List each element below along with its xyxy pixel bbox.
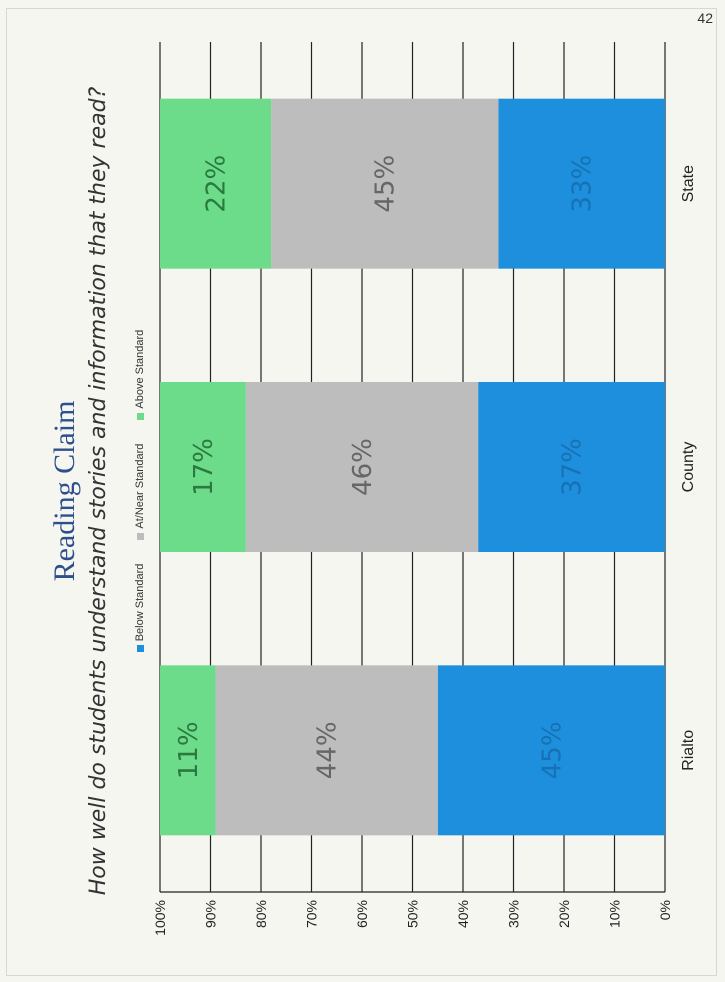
bar-segment <box>478 382 665 552</box>
y-tick-label: 90% <box>203 900 219 928</box>
y-tick-label: 40% <box>455 900 471 928</box>
bar-segment <box>215 665 438 836</box>
data-label: 45% <box>371 155 401 213</box>
y-tick-label: 30% <box>506 900 522 928</box>
bar-segment <box>245 382 479 552</box>
data-label: 22% <box>202 155 232 213</box>
y-tick-label: 60% <box>354 900 370 928</box>
y-tick-label: 70% <box>304 900 320 928</box>
data-label: 45% <box>537 721 567 779</box>
legend-swatch-above <box>136 412 144 420</box>
x-category-label: County <box>680 442 697 493</box>
legend-item-above: Above Standard <box>134 330 146 420</box>
bar-segment <box>498 98 665 269</box>
legend-item-at-near: At/Near Standard <box>134 444 146 540</box>
legend-item-below: Below Standard <box>134 564 146 653</box>
y-tick-label: 20% <box>556 900 572 928</box>
y-tick-label: 100% <box>152 900 168 936</box>
bar-segment <box>160 665 216 836</box>
data-label: 17% <box>189 438 219 496</box>
y-tick-label: 0% <box>657 900 673 920</box>
chart-legend: Below Standard At/Near Standard Above St… <box>134 0 146 982</box>
data-label: 37% <box>558 438 588 496</box>
bar-segment <box>437 665 665 836</box>
legend-swatch-below <box>136 645 144 653</box>
bar-segment <box>160 382 246 552</box>
chart-title: Reading Claim <box>48 400 81 582</box>
x-category-label: State <box>680 165 697 202</box>
x-category-label: Rialto <box>680 730 697 771</box>
data-label: 33% <box>568 155 598 213</box>
chart-subtitle: How well do students understand stories … <box>86 86 111 896</box>
legend-label-below: Below Standard <box>134 563 146 642</box>
y-tick-label: 10% <box>607 900 623 928</box>
bar-segment <box>271 98 499 269</box>
page-number: 42 <box>697 10 713 26</box>
legend-label-above: Above Standard <box>134 329 146 409</box>
bar-segment <box>160 98 272 269</box>
legend-swatch-at-near <box>136 532 144 540</box>
data-label: 44% <box>313 721 343 779</box>
data-label: 11% <box>174 721 204 779</box>
legend-label-at-near: At/Near Standard <box>134 443 146 529</box>
data-label: 46% <box>348 438 378 496</box>
y-tick-label: 50% <box>405 900 421 928</box>
y-tick-label: 80% <box>253 900 269 928</box>
